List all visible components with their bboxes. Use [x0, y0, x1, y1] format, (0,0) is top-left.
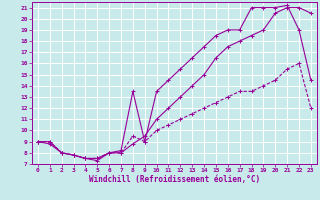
- X-axis label: Windchill (Refroidissement éolien,°C): Windchill (Refroidissement éolien,°C): [89, 175, 260, 184]
